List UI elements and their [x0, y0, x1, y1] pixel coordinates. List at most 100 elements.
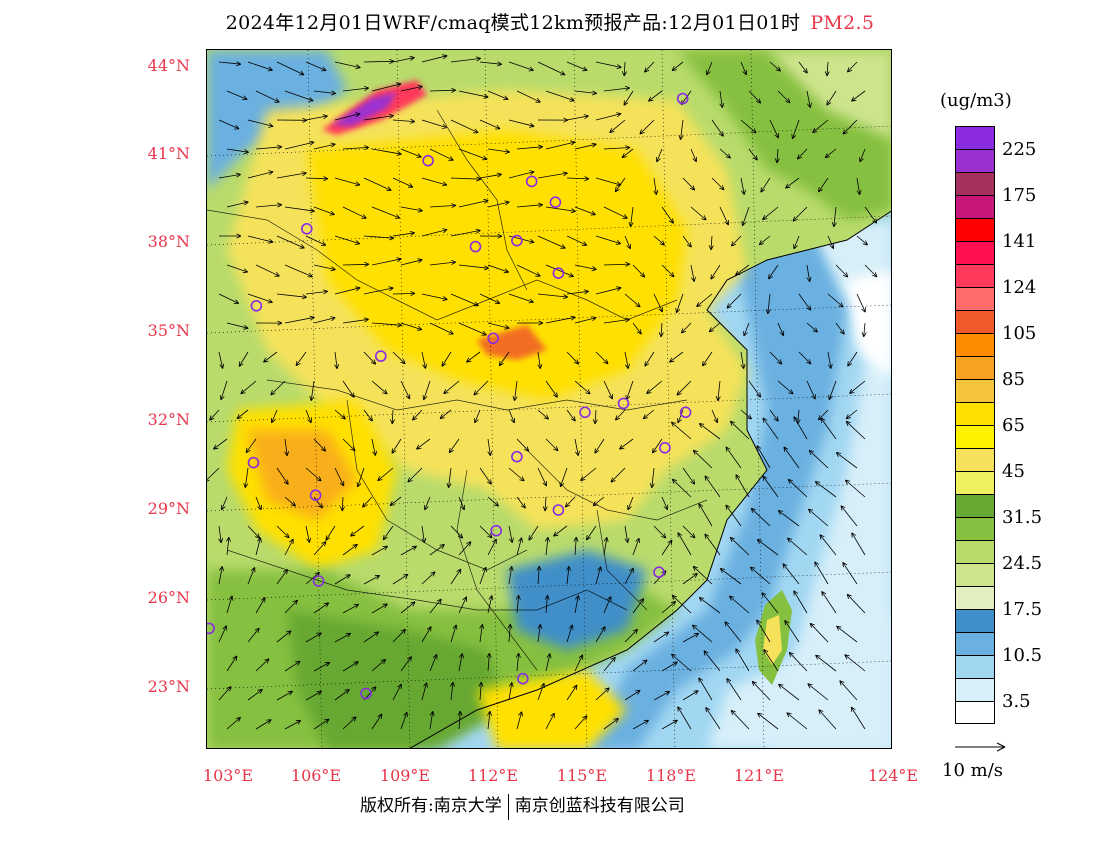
wind-vector	[458, 653, 464, 672]
wind-vector	[537, 293, 569, 300]
wind-vector	[421, 626, 432, 643]
wind-vector	[487, 264, 510, 274]
wind-vector	[698, 423, 721, 440]
wind-vector	[818, 177, 829, 193]
wind-vector	[284, 720, 302, 730]
city-marker	[207, 622, 215, 635]
wind-vector	[479, 233, 503, 239]
wind-vector	[226, 595, 234, 614]
wind-vector	[696, 293, 713, 308]
wind-vector	[842, 119, 858, 135]
wind-vector	[670, 421, 692, 440]
wind-vector	[255, 537, 262, 556]
wind-vector	[450, 525, 464, 539]
wind-vector	[603, 596, 612, 614]
wind-vector	[537, 682, 545, 701]
wind-vector	[682, 632, 700, 643]
sichuan-hotspot	[247, 430, 357, 520]
wind-vector	[729, 536, 750, 556]
wind-vector	[508, 565, 514, 585]
wind-vector	[508, 525, 514, 543]
wind-vector	[595, 566, 602, 585]
wind-vector	[544, 594, 550, 614]
graticule	[207, 50, 891, 748]
wind-vector	[516, 496, 526, 509]
wind-vector	[508, 61, 534, 72]
wind-vector	[814, 481, 837, 498]
wind-vector	[363, 235, 395, 241]
wind-vector	[793, 590, 808, 614]
wind-vector	[692, 449, 713, 469]
wind-vector	[342, 206, 367, 219]
wind-vector	[796, 148, 808, 160]
wind-vector	[824, 61, 830, 77]
wind-vector	[400, 84, 423, 92]
wind-vector	[276, 690, 294, 701]
wind-vector	[424, 496, 431, 511]
wind-vector	[400, 380, 411, 400]
city-marker	[250, 300, 263, 312]
wind-vector	[478, 681, 484, 701]
wind-vector	[516, 202, 544, 208]
map-canvas	[207, 50, 891, 748]
wind-vector	[392, 231, 416, 237]
wind-vector	[516, 264, 541, 277]
lat-label-32: 32°N	[147, 410, 190, 429]
wind-vector	[553, 525, 568, 537]
wind-vector	[363, 177, 392, 191]
wind-vector	[255, 496, 262, 511]
wind-vector	[429, 544, 445, 556]
wind-vector	[769, 119, 779, 139]
city-marker	[487, 332, 500, 345]
wind-vector	[574, 654, 584, 672]
wind-vector	[791, 119, 800, 140]
wind-vector	[827, 351, 833, 369]
north-hotspot-core	[332, 92, 397, 126]
wind-vector	[698, 503, 713, 527]
wind-vector	[392, 351, 406, 365]
wind-vector	[756, 619, 771, 643]
wind-vector	[603, 536, 609, 556]
color-scale-swatch	[955, 126, 995, 149]
wind-vector	[740, 61, 747, 76]
color-scale-tick-label: 10.5	[1002, 645, 1043, 666]
wind-vector	[828, 380, 837, 401]
wind-vector	[429, 203, 457, 209]
guangdong-yellow-region	[477, 670, 627, 748]
wind-vector	[592, 409, 598, 425]
wind-vector	[458, 198, 489, 208]
wind-vector	[706, 61, 713, 76]
wind-vector	[624, 567, 634, 585]
color-scale-swatch	[955, 402, 995, 425]
wind-vector	[827, 293, 844, 308]
wind-vector	[574, 380, 591, 395]
wind-vector	[782, 563, 800, 585]
wind-vector	[603, 718, 619, 730]
wind-vector	[748, 90, 762, 104]
city-marker	[659, 441, 671, 454]
wind-vector	[295, 351, 307, 367]
wind-vector	[677, 706, 692, 730]
wind-vector	[856, 177, 862, 196]
wind-vector	[458, 90, 489, 99]
city-marker	[617, 397, 630, 410]
wind-vector	[218, 61, 242, 67]
wind-vector	[305, 61, 327, 72]
wind-vector	[342, 86, 370, 92]
city-marker	[360, 687, 372, 700]
wind-vector	[400, 545, 418, 556]
wind-vector	[703, 650, 721, 672]
wind-vector	[603, 206, 628, 219]
wind-vector	[851, 532, 866, 556]
wind-vector	[305, 690, 323, 701]
title-main: 2024年12月01日WRF/cmaq模式12km预报产品:12月01日01时	[225, 12, 801, 34]
wind-vector	[661, 719, 678, 730]
wind-vector	[680, 322, 692, 334]
wind-vector	[769, 409, 779, 422]
central-hotspot	[477, 325, 547, 360]
wind-vector	[574, 206, 596, 216]
wind-vector	[595, 687, 610, 701]
wind-vector	[735, 264, 750, 276]
wind-vector	[595, 286, 622, 295]
lat-label-23: 23°N	[147, 677, 190, 696]
